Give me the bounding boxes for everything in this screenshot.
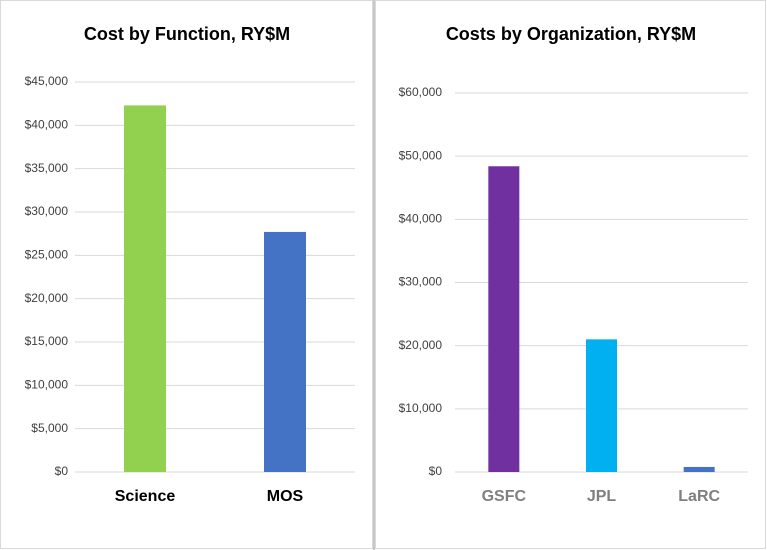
bar	[264, 231, 306, 472]
y-tick-label: $40,000	[399, 212, 443, 226]
x-tick-label: LaRC	[678, 488, 720, 505]
x-tick-label: Science	[115, 488, 176, 505]
y-tick-label: $25,000	[25, 248, 69, 262]
y-tick-label: $10,000	[25, 378, 69, 392]
right-panel	[375, 0, 766, 549]
x-tick-label: JPL	[587, 488, 617, 505]
y-tick-label: $35,000	[25, 161, 69, 175]
y-tick-label: $0	[429, 464, 443, 478]
y-tick-label: $20,000	[25, 291, 69, 305]
bar	[124, 105, 166, 473]
y-tick-label: $20,000	[399, 338, 443, 352]
bar	[683, 466, 715, 472]
y-tick-label: $15,000	[25, 334, 69, 348]
x-tick-label: MOS	[267, 488, 304, 505]
y-tick-label: $60,000	[399, 85, 443, 99]
y-tick-label: $40,000	[25, 118, 69, 132]
y-tick-label: $45,000	[25, 74, 69, 88]
y-tick-label: $30,000	[399, 275, 443, 289]
bar	[586, 339, 617, 472]
bar	[488, 166, 520, 473]
y-tick-label: $5,000	[31, 421, 68, 435]
y-tick-label: $0	[55, 464, 69, 478]
x-tick-label: GSFC	[482, 488, 527, 505]
chart-title: Cost by Function, RY$M	[84, 24, 290, 44]
y-tick-label: $30,000	[25, 204, 69, 218]
y-tick-label: $10,000	[399, 401, 443, 415]
left-panel	[0, 0, 373, 549]
chart-title: Costs by Organization, RY$M	[446, 24, 696, 44]
y-tick-label: $50,000	[399, 148, 443, 162]
